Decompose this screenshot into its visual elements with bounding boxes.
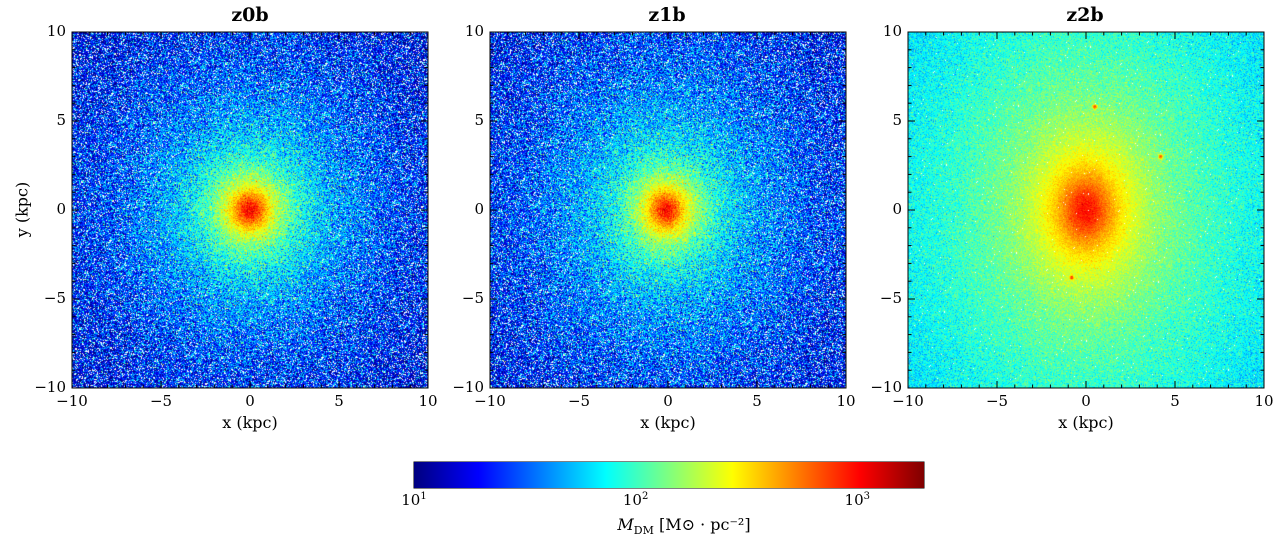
x-tick-label: 10 bbox=[836, 392, 856, 410]
y-tick-label: 10 bbox=[882, 22, 902, 40]
colorbar-tick-label: 102 bbox=[622, 491, 649, 509]
y-tick-label: 10 bbox=[464, 22, 484, 40]
x-axis-label: x (kpc) bbox=[1058, 413, 1114, 432]
colorbar bbox=[414, 462, 924, 488]
colorbar-tick-label: 103 bbox=[844, 491, 870, 509]
y-tick-label: 5 bbox=[56, 111, 66, 129]
colorbar-tick-label: 101 bbox=[401, 491, 427, 509]
x-tick-label: 0 bbox=[663, 392, 673, 410]
y-tick-label: 5 bbox=[892, 111, 902, 129]
y-tick-label: −10 bbox=[34, 378, 66, 396]
x-tick-label: 10 bbox=[418, 392, 438, 410]
colorbar-label: MDM [M⊙ · pc⁻²] bbox=[574, 515, 794, 537]
x-tick-label: −5 bbox=[149, 392, 173, 410]
heatmap-z1b bbox=[490, 32, 846, 388]
x-tick-label: −10 bbox=[892, 392, 924, 410]
y-tick-label: −10 bbox=[870, 378, 902, 396]
x-tick-label: 0 bbox=[245, 392, 255, 410]
x-tick-label: −10 bbox=[56, 392, 88, 410]
y-tick-label: 5 bbox=[474, 111, 484, 129]
y-tick-label: −10 bbox=[452, 378, 484, 396]
y-tick-label: −5 bbox=[879, 289, 902, 307]
heatmap-z2b bbox=[908, 32, 1264, 388]
panel-title-z1b: z1b bbox=[648, 4, 686, 26]
axes-frame bbox=[489, 31, 847, 389]
y-axis-label: y (kpc) bbox=[12, 181, 32, 238]
y-tick-label: −5 bbox=[461, 289, 484, 307]
x-tick-label: 0 bbox=[1081, 392, 1091, 410]
y-tick-label: 0 bbox=[474, 200, 484, 218]
y-tick-label: −5 bbox=[43, 289, 66, 307]
x-tick-label: 5 bbox=[752, 392, 762, 410]
x-tick-label: −5 bbox=[567, 392, 591, 410]
axes-frame bbox=[907, 31, 1265, 389]
x-axis-label: x (kpc) bbox=[640, 413, 696, 432]
x-tick-label: 5 bbox=[1170, 392, 1180, 410]
colorbar-label-sub: DM bbox=[633, 524, 654, 538]
y-tick-label: 0 bbox=[892, 200, 902, 218]
x-tick-label: 10 bbox=[1254, 392, 1274, 410]
x-tick-label: −10 bbox=[474, 392, 506, 410]
axes-frame bbox=[71, 31, 429, 389]
panel-title-z2b: z2b bbox=[1066, 4, 1104, 26]
x-axis-label: x (kpc) bbox=[222, 413, 278, 432]
colorbar-label-units: [M⊙ · pc⁻²] bbox=[658, 515, 751, 534]
y-tick-label: 10 bbox=[46, 22, 66, 40]
heatmap-z0b bbox=[72, 32, 428, 388]
y-tick-label: 0 bbox=[56, 200, 66, 218]
panel-title-z0b: z0b bbox=[231, 4, 269, 26]
colorbar-label-main: M bbox=[617, 515, 634, 534]
x-tick-label: 5 bbox=[334, 392, 344, 410]
x-tick-label: −5 bbox=[985, 392, 1009, 410]
